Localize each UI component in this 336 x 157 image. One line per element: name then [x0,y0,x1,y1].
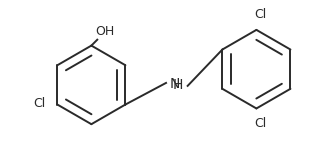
Text: Cl: Cl [254,117,266,130]
Text: OH: OH [95,25,115,38]
Text: Cl: Cl [254,8,266,21]
Text: Cl: Cl [33,97,46,110]
Text: H: H [173,78,183,92]
Text: N: N [170,77,180,91]
